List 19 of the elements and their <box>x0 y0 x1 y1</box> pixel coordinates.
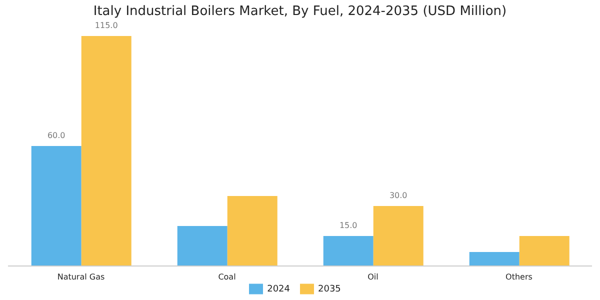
legend-label: 2035 <box>318 284 341 294</box>
bar <box>323 236 374 266</box>
bar <box>81 36 132 266</box>
legend-label: 2024 <box>267 284 290 294</box>
x-tick-label: Natural Gas <box>57 272 105 282</box>
bar <box>31 146 82 266</box>
x-tick-label: Coal <box>218 272 236 282</box>
data-label: 30.0 <box>389 191 408 200</box>
x-tick-label: Oil <box>368 272 378 282</box>
bar <box>373 206 424 266</box>
x-tick-label: Others <box>506 272 532 282</box>
data-label: 15.0 <box>339 221 358 230</box>
bar <box>227 196 278 266</box>
bar <box>519 236 570 266</box>
chart-title: Italy Industrial Boilers Market, By Fuel, 2024-2035 (USD Million) <box>92 4 508 19</box>
data-label: 60.0 <box>47 131 66 140</box>
bar <box>177 226 228 266</box>
data-label: 115.0 <box>94 21 118 30</box>
bar <box>469 252 520 266</box>
